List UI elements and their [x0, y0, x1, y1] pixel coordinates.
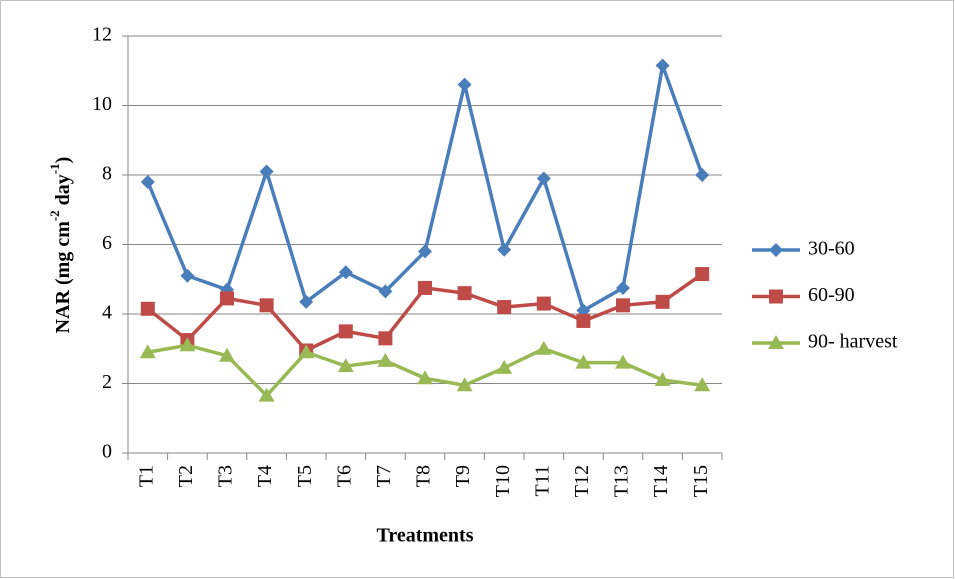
x-tick-label: T7 [373, 465, 395, 487]
x-tick-label: T12 [571, 465, 593, 497]
data-point [219, 347, 235, 362]
data-point [299, 294, 314, 309]
data-point [654, 372, 671, 387]
legend-label: 30-60 [808, 238, 855, 260]
legend-label: 60-90 [808, 284, 855, 306]
data-point [536, 171, 551, 186]
data-point [575, 354, 592, 369]
y-title-part: ) [52, 157, 74, 164]
x-tick-label: T3 [215, 465, 237, 487]
data-point [337, 358, 354, 373]
data-point [179, 337, 196, 352]
x-tick-label: T6 [333, 465, 355, 487]
y-title-part: day [52, 174, 74, 210]
y-tick-label: 0 [102, 441, 112, 463]
legend-marker [769, 289, 783, 304]
data-point [180, 268, 195, 283]
x-tick-label: T14 [650, 465, 672, 497]
data-point [457, 286, 472, 301]
data-point [259, 298, 274, 313]
data-point [615, 354, 631, 369]
y-title-sup: -2 [47, 210, 62, 221]
data-point [338, 324, 353, 339]
x-tick-label: T15 [690, 465, 712, 497]
data-point [418, 244, 432, 259]
data-point [378, 331, 393, 346]
data-point [497, 300, 512, 315]
data-point [377, 352, 394, 367]
y-tick-label: 4 [102, 302, 112, 324]
y-tick-label: 12 [92, 24, 112, 46]
legend-marker [768, 335, 784, 349]
y-axis-title: NAR (mg cm-2 day-1) [47, 157, 73, 334]
data-point [496, 359, 513, 374]
data-point [456, 377, 473, 392]
x-tick-label: T1 [135, 465, 157, 487]
data-point [536, 296, 551, 311]
data-point [695, 267, 710, 282]
y-tick-label: 6 [102, 232, 112, 254]
data-point [259, 164, 274, 179]
x-axis-title: Treatments [376, 525, 473, 547]
data-point [378, 284, 393, 299]
y-tick-label: 10 [92, 93, 112, 115]
data-point [418, 280, 432, 295]
data-point [616, 298, 630, 313]
data-point [497, 242, 512, 257]
data-point [576, 313, 591, 328]
data-point [139, 344, 156, 359]
data-point [298, 344, 315, 359]
x-tick-label: T11 [531, 465, 553, 496]
data-point [140, 301, 155, 316]
data-point [417, 370, 433, 385]
data-point [338, 265, 353, 280]
data-point [535, 340, 552, 355]
x-tick-label: T8 [413, 465, 435, 487]
y-title-part: NAR (mg cm [52, 221, 74, 334]
x-tick-label: T2 [175, 465, 197, 487]
x-tick-label: T5 [294, 465, 316, 487]
data-point [258, 387, 275, 402]
x-tick-label: T9 [452, 465, 474, 487]
data-point [695, 168, 710, 182]
data-point [655, 58, 670, 73]
y-title-sup: -1 [47, 163, 62, 174]
data-point [616, 280, 630, 295]
x-tick-label: T13 [611, 465, 633, 497]
data-point [220, 291, 234, 306]
data-point [140, 174, 155, 189]
y-tick-label: 2 [102, 371, 112, 393]
data-point [694, 377, 711, 392]
legend-label: 90- harvest [808, 331, 898, 353]
data-point [457, 77, 472, 92]
y-tick-label: 8 [102, 163, 112, 185]
x-tick-label: T4 [254, 465, 276, 487]
legend-marker [769, 243, 783, 257]
data-point [655, 294, 670, 309]
x-tick-label: T10 [492, 465, 514, 497]
